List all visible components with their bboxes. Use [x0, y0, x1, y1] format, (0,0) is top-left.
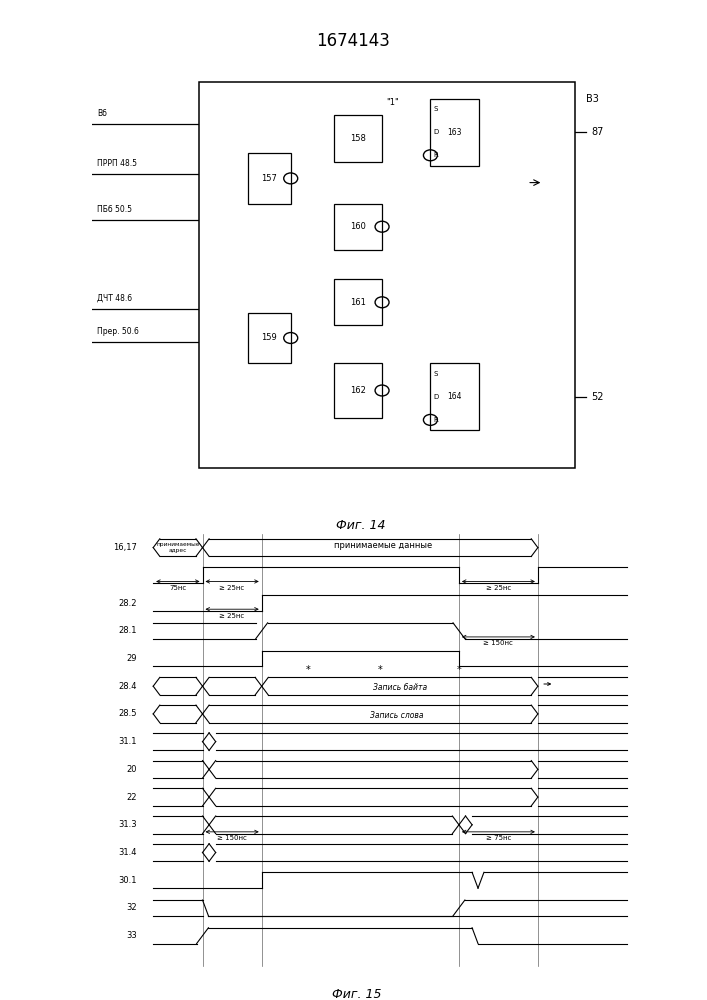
- Text: "1": "1": [387, 98, 399, 107]
- Text: 28.1: 28.1: [118, 626, 136, 635]
- Text: 31.1: 31.1: [118, 737, 136, 746]
- Text: *: *: [457, 665, 462, 675]
- Text: ДЧТ 48.6: ДЧТ 48.6: [98, 293, 132, 302]
- Text: R: R: [433, 417, 438, 423]
- Text: D: D: [433, 129, 438, 135]
- Text: ПРРП 48.5: ПРРП 48.5: [98, 159, 137, 168]
- Text: 162: 162: [350, 386, 366, 395]
- Text: 1674143: 1674143: [317, 32, 390, 50]
- Text: Запись байта: Запись байта: [373, 683, 427, 692]
- Text: *: *: [378, 665, 382, 675]
- Text: В3: В3: [586, 94, 599, 104]
- Text: принимаемые
адрес: принимаемые адрес: [156, 542, 199, 553]
- Bar: [431, 99, 479, 166]
- Text: 30.1: 30.1: [118, 876, 136, 885]
- Text: 22: 22: [127, 793, 136, 802]
- Bar: [247, 313, 291, 363]
- Text: 16,17: 16,17: [113, 543, 136, 552]
- Text: ≥ 25нс: ≥ 25нс: [219, 585, 245, 591]
- Text: S: S: [433, 106, 438, 112]
- Text: 28.4: 28.4: [118, 682, 136, 691]
- Bar: [431, 363, 479, 430]
- Text: ≥ 150нс: ≥ 150нс: [217, 835, 247, 841]
- Bar: [334, 279, 382, 325]
- Text: 28.2: 28.2: [118, 599, 136, 608]
- Text: D: D: [433, 394, 438, 400]
- Text: принимаемые данные: принимаемые данные: [334, 541, 433, 550]
- Text: Фиг. 14: Фиг. 14: [336, 519, 385, 532]
- Text: 87: 87: [592, 127, 604, 137]
- Text: 164: 164: [448, 392, 462, 401]
- Bar: [334, 363, 382, 418]
- Text: 31.4: 31.4: [118, 848, 136, 857]
- Text: 159: 159: [262, 334, 277, 342]
- Text: 33: 33: [126, 931, 136, 940]
- Text: 20: 20: [127, 765, 136, 774]
- Text: 163: 163: [448, 128, 462, 137]
- Text: S: S: [433, 371, 438, 377]
- Text: ПБб 50.5: ПБб 50.5: [98, 205, 132, 214]
- Text: 52: 52: [592, 392, 604, 402]
- Text: 160: 160: [350, 222, 366, 231]
- Text: R: R: [433, 152, 438, 158]
- Bar: [334, 204, 382, 250]
- Text: *: *: [305, 665, 310, 675]
- Text: 157: 157: [262, 174, 277, 183]
- Text: ≥ 150нс: ≥ 150нс: [484, 640, 513, 646]
- Text: 31.3: 31.3: [118, 820, 136, 829]
- Text: Фиг. 15: Фиг. 15: [332, 988, 382, 1000]
- Text: Вб: Вб: [98, 108, 107, 117]
- Text: Запись слова: Запись слова: [370, 711, 423, 720]
- Text: ≥ 75нс: ≥ 75нс: [486, 835, 511, 841]
- Text: 158: 158: [350, 134, 366, 143]
- Text: ≥ 25нс: ≥ 25нс: [486, 585, 511, 591]
- Text: 161: 161: [350, 298, 366, 307]
- Bar: [334, 115, 382, 162]
- Text: ≥ 25нс: ≥ 25нс: [219, 613, 245, 619]
- Bar: [247, 153, 291, 204]
- Bar: [199, 82, 575, 468]
- Text: 29: 29: [127, 654, 136, 663]
- Text: 75нс: 75нс: [169, 585, 187, 591]
- Text: Прер. 50.6: Прер. 50.6: [98, 327, 139, 336]
- Text: 28.5: 28.5: [118, 709, 136, 718]
- Text: 32: 32: [126, 903, 136, 912]
